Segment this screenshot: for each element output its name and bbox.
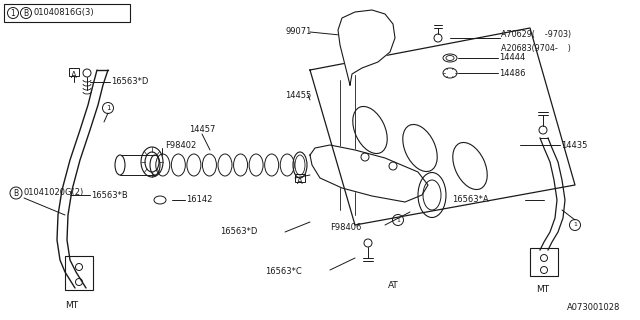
Text: 16142: 16142 xyxy=(186,196,212,204)
Text: 16563*D: 16563*D xyxy=(111,77,148,86)
Ellipse shape xyxy=(154,196,166,204)
Text: AT: AT xyxy=(388,281,398,290)
Text: 14486: 14486 xyxy=(499,68,525,77)
Polygon shape xyxy=(310,145,428,202)
Polygon shape xyxy=(310,28,575,225)
Text: A: A xyxy=(71,71,77,81)
Text: 14457: 14457 xyxy=(189,125,215,134)
Text: F98402: F98402 xyxy=(165,140,196,149)
Text: 14435: 14435 xyxy=(561,140,588,149)
Text: F98406: F98406 xyxy=(330,223,362,233)
Text: MT: MT xyxy=(536,285,550,294)
Text: 1: 1 xyxy=(106,105,110,111)
Text: B: B xyxy=(13,188,19,197)
Polygon shape xyxy=(338,10,395,85)
Text: 14455: 14455 xyxy=(285,91,311,100)
Text: 01041020G(2): 01041020G(2) xyxy=(24,188,84,197)
Text: 16563*B: 16563*B xyxy=(91,190,128,199)
Text: 99071: 99071 xyxy=(285,28,312,36)
Text: B: B xyxy=(24,9,29,18)
Text: 1: 1 xyxy=(396,218,400,222)
Bar xyxy=(4,4,130,22)
Bar xyxy=(295,174,305,182)
Text: 1: 1 xyxy=(573,222,577,228)
Ellipse shape xyxy=(115,155,125,175)
Text: A073001028: A073001028 xyxy=(566,303,620,312)
Bar xyxy=(65,256,93,290)
Text: A: A xyxy=(297,178,303,187)
Text: 16563*D: 16563*D xyxy=(220,228,257,236)
Text: 16563*C: 16563*C xyxy=(265,268,301,276)
Text: A70629(    -9703): A70629( -9703) xyxy=(501,30,571,39)
Bar xyxy=(530,248,558,276)
Text: 01040816G(3): 01040816G(3) xyxy=(34,9,95,18)
Text: A20683(9704-    ): A20683(9704- ) xyxy=(501,44,571,52)
Text: MT: MT xyxy=(65,301,79,310)
Text: 1: 1 xyxy=(11,9,15,18)
Text: 14444: 14444 xyxy=(499,53,525,62)
Text: 16563*A: 16563*A xyxy=(452,196,488,204)
Bar xyxy=(69,68,79,76)
